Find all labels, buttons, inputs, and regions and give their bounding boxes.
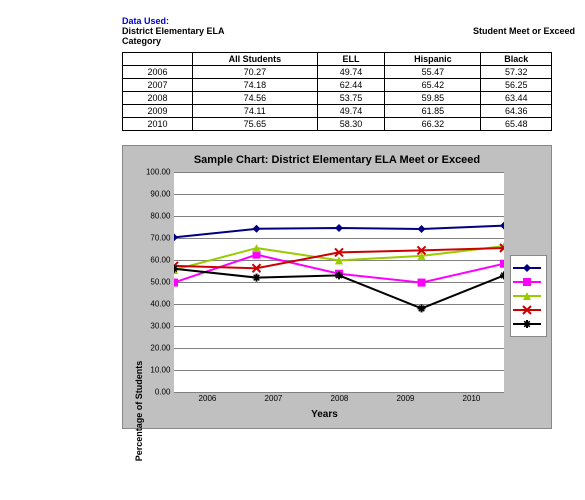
table-row: 200874.5653.7559.8563.44 xyxy=(123,92,552,105)
table-cell: 64.36 xyxy=(481,105,552,118)
table-header-blank xyxy=(123,53,193,66)
legend-item xyxy=(513,304,544,316)
table-cell: 65.42 xyxy=(385,79,481,92)
table-cell: 65.48 xyxy=(481,118,552,131)
table-cell: 57.32 xyxy=(481,66,552,79)
table-cell: 74.56 xyxy=(193,92,318,105)
legend-item xyxy=(513,318,544,330)
legend-mark xyxy=(513,263,541,273)
y-tick-label: 60.00 xyxy=(150,256,170,265)
series-marker xyxy=(253,225,261,233)
y-tick-label: 80.00 xyxy=(150,212,170,221)
table-header-cell: ELL xyxy=(317,53,385,66)
table-row: 200774.1862.4465.4256.25 xyxy=(123,79,552,92)
subject-row: District Elementary ELA Student Meet or … xyxy=(122,26,575,36)
y-tick-label: 50.00 xyxy=(150,278,170,287)
series-marker xyxy=(418,225,426,233)
table-header-cell: Hispanic xyxy=(385,53,481,66)
series-marker xyxy=(500,260,504,268)
chart-container: Sample Chart: District Elementary ELA Me… xyxy=(122,145,552,429)
legend-mark xyxy=(513,277,541,287)
x-tick-label: 2008 xyxy=(306,394,372,403)
table-header-cell: Black xyxy=(481,53,552,66)
x-axis-label: Years xyxy=(144,409,504,420)
x-tick-label: 2006 xyxy=(174,394,240,403)
legend-mark xyxy=(513,319,541,329)
x-axis-ticks: 20062007200820092010 xyxy=(174,394,504,403)
metric-label: Student Meet or Exceed xyxy=(473,26,575,36)
y-tick-label: 70.00 xyxy=(150,234,170,243)
legend-mark xyxy=(513,305,541,315)
table-year-cell: 2010 xyxy=(123,118,193,131)
y-tick-label: 10.00 xyxy=(150,366,170,375)
document-page: Data Used: District Elementary ELA Stude… xyxy=(0,0,585,439)
y-tick-label: 0.00 xyxy=(155,388,171,397)
table-cell: 63.44 xyxy=(481,92,552,105)
x-tick-label: 2010 xyxy=(438,394,504,403)
table-year-cell: 2009 xyxy=(123,105,193,118)
y-tick-label: 20.00 xyxy=(150,344,170,353)
table-row: 200974.1149.7461.8564.36 xyxy=(123,105,552,118)
table-cell: 55.47 xyxy=(385,66,481,79)
plot-column: 0.00 10.00 20.00 30.00 40.00 50.00 60.00 70.00 8… xyxy=(144,172,504,420)
table-cell: 66.32 xyxy=(385,118,481,131)
table-row: 201075.6558.3066.3265.48 xyxy=(123,118,552,131)
chart-body: Percentage of Students 0.0010.0020.0030.… xyxy=(127,172,547,420)
y-tick-label: 40.00 xyxy=(150,300,170,309)
table-cell: 61.85 xyxy=(385,105,481,118)
table-cell: 74.18 xyxy=(193,79,318,92)
series-marker xyxy=(500,222,504,230)
table-header-cell: All Students xyxy=(193,53,318,66)
table-year-cell: 2007 xyxy=(123,79,193,92)
table-year-cell: 2006 xyxy=(123,66,193,79)
chart-title: Sample Chart: District Elementary ELA Me… xyxy=(127,154,547,166)
table-cell: 53.75 xyxy=(317,92,385,105)
gridline xyxy=(174,392,504,393)
subject-label: District Elementary ELA xyxy=(122,26,473,36)
legend-item xyxy=(513,276,544,288)
y-tick-label: 90.00 xyxy=(150,190,170,199)
table-cell: 49.74 xyxy=(317,66,385,79)
legend-item xyxy=(513,262,544,274)
table-cell: 59.85 xyxy=(385,92,481,105)
chart-plot-area: 0.0010.0020.0030.0040.0050.0060.0070.008… xyxy=(174,172,504,392)
series-marker xyxy=(335,224,343,232)
chart-svg xyxy=(174,172,504,392)
y-axis-ticks: 0.0010.0020.0030.0040.0050.0060.0070.008… xyxy=(142,172,172,392)
table-cell: 74.11 xyxy=(193,105,318,118)
y-tick-label: 30.00 xyxy=(150,322,170,331)
table-row: 200670.2749.7455.4757.32 xyxy=(123,66,552,79)
table-header-row: All Students ELL Hispanic Black xyxy=(123,53,552,66)
x-tick-label: 2009 xyxy=(372,394,438,403)
table-cell: 49.74 xyxy=(317,105,385,118)
series-marker xyxy=(500,271,504,279)
x-tick-label: 2007 xyxy=(240,394,306,403)
category-label: Category xyxy=(122,36,575,46)
table-cell: 75.65 xyxy=(193,118,318,131)
table-year-cell: 2008 xyxy=(123,92,193,105)
y-tick-label: 100.00 xyxy=(146,168,170,177)
chart-legend xyxy=(510,255,547,337)
data-table: All Students ELL Hispanic Black 200670.2… xyxy=(122,52,552,131)
table-cell: 58.30 xyxy=(317,118,385,131)
series-marker xyxy=(174,279,178,287)
table-cell: 62.44 xyxy=(317,79,385,92)
table-cell: 70.27 xyxy=(193,66,318,79)
series-marker xyxy=(174,233,178,241)
data-used-label: Data Used: xyxy=(122,16,575,26)
series-marker xyxy=(418,304,426,312)
series-marker xyxy=(418,279,426,287)
series-marker xyxy=(253,274,261,282)
series-marker xyxy=(335,271,343,279)
legend-item xyxy=(513,290,544,302)
legend-mark xyxy=(513,291,541,301)
table-cell: 56.25 xyxy=(481,79,552,92)
